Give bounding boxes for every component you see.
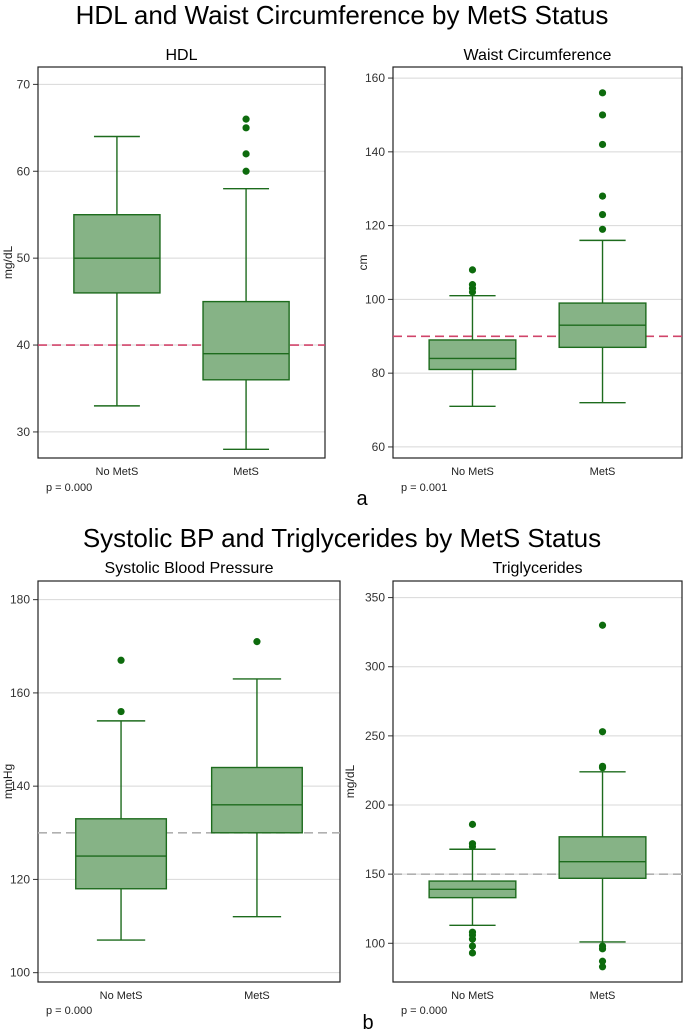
panel-title: Triglycerides [492, 560, 582, 577]
chart-panel-1: 30 40 50 60 70 No MetS MetS HDL mg/dL p = 0.000 [1, 47, 326, 494]
iqr-box [73, 214, 161, 294]
outlier-point [598, 225, 607, 233]
category-label: MetS [244, 990, 270, 1002]
y-tick-label: 30 [17, 425, 31, 439]
category-label: No MetS [96, 466, 139, 478]
box-no-mets [73, 135, 161, 407]
outlier-point [468, 281, 477, 289]
plot-frame [392, 66, 683, 459]
outlier-point [468, 840, 477, 848]
plot-frame [392, 580, 683, 983]
outlier-point [468, 942, 477, 950]
chart-panel-4: 100 150 200 250 300 350 No MetS MetS Triglycerid… [343, 560, 683, 1017]
y-axis-label: mg/dL [343, 765, 357, 799]
y-tick-label: 160 [365, 71, 385, 85]
outlier-point [598, 942, 607, 950]
panel-title: Waist Circumference [464, 47, 612, 64]
box-no-mets [428, 820, 517, 957]
category-label: MetS [590, 990, 616, 1002]
y-tick-label: 350 [365, 591, 385, 605]
outlier-point [598, 210, 607, 219]
box-no-mets [428, 266, 517, 408]
outlier-point [598, 762, 607, 770]
y-axis-label: mg/dL [1, 246, 15, 280]
iqr-box [558, 836, 647, 879]
p-value-label: p = 0.000 [46, 482, 92, 494]
y-tick-label: 100 [365, 936, 385, 950]
chart-panel-3: 100 120 140 160 180 No MetS MetS Systolic Blood… [1, 560, 341, 1017]
plot-frame [37, 66, 326, 459]
panels-container: 30 40 50 60 70 No MetS MetS HDL mg/dL p = 0.000 60… [1, 47, 683, 1017]
y-axis-label: mmHg [1, 764, 15, 799]
plot-frame [37, 580, 341, 983]
y-tick-label: 160 [10, 686, 30, 700]
outlier-point [253, 638, 261, 646]
y-tick-label: 100 [365, 292, 385, 306]
iqr-box [210, 766, 303, 834]
outlier-point [598, 621, 607, 629]
category-label: MetS [233, 466, 259, 478]
y-tick-label: 60 [372, 440, 386, 454]
iqr-box [202, 300, 290, 381]
outlier-point [468, 949, 477, 957]
figure-title-a: HDL and Waist Circumference by MetS Stat… [76, 0, 609, 30]
category-label: MetS [590, 466, 616, 478]
box-mets [202, 115, 290, 451]
chart-panel-2: 60 80 100 120 140 160 No MetS MetS Waist Circumf… [356, 47, 683, 494]
outlier-point [598, 89, 607, 97]
y-tick-label: 80 [372, 366, 386, 380]
panel-title: HDL [165, 47, 197, 64]
y-tick-label: 60 [17, 164, 31, 178]
category-label: No MetS [451, 990, 494, 1002]
box-no-mets [75, 656, 168, 941]
y-tick-label: 140 [10, 779, 30, 793]
section-label-b: b [362, 1012, 373, 1033]
outlier-point [598, 957, 607, 965]
y-tick-label: 200 [365, 798, 385, 812]
y-tick-label: 120 [365, 219, 385, 233]
outlier-point [242, 115, 250, 123]
box-mets [210, 638, 303, 918]
section-label-a: a [356, 488, 368, 510]
y-tick-label: 250 [365, 729, 385, 743]
box-mets [558, 621, 647, 971]
y-tick-label: 180 [10, 593, 30, 607]
iqr-box [428, 339, 517, 371]
p-value-label: p = 0.000 [46, 1005, 92, 1017]
outlier-point [242, 167, 250, 175]
outlier-point [117, 656, 125, 664]
outlier-point [598, 728, 607, 736]
p-value-label: p = 0.000 [401, 1005, 447, 1017]
category-label: No MetS [451, 466, 494, 478]
p-value-label: p = 0.001 [401, 482, 447, 494]
outlier-point [242, 150, 250, 158]
box-mets [558, 89, 647, 404]
category-label: No MetS [100, 990, 143, 1002]
panel-title: Systolic Blood Pressure [105, 560, 274, 577]
iqr-box [75, 818, 168, 890]
outlier-point [598, 963, 607, 971]
outlier-point [117, 707, 125, 716]
y-tick-label: 300 [365, 660, 385, 674]
outlier-point [598, 140, 607, 149]
y-tick-label: 40 [17, 338, 31, 352]
outlier-point [242, 124, 250, 132]
outlier-point [598, 192, 607, 200]
y-tick-label: 50 [17, 251, 31, 265]
y-tick-label: 150 [365, 867, 385, 881]
outlier-point [468, 266, 477, 274]
y-tick-label: 120 [10, 872, 30, 886]
figure-title-b: Systolic BP and Triglycerides by MetS St… [83, 523, 601, 553]
outlier-point [468, 820, 477, 828]
y-axis-label: cm [356, 255, 370, 271]
y-tick-label: 140 [365, 145, 385, 159]
y-tick-label: 100 [10, 966, 30, 980]
y-tick-label: 70 [17, 77, 31, 91]
outlier-point [468, 928, 477, 936]
outlier-point [598, 111, 607, 119]
